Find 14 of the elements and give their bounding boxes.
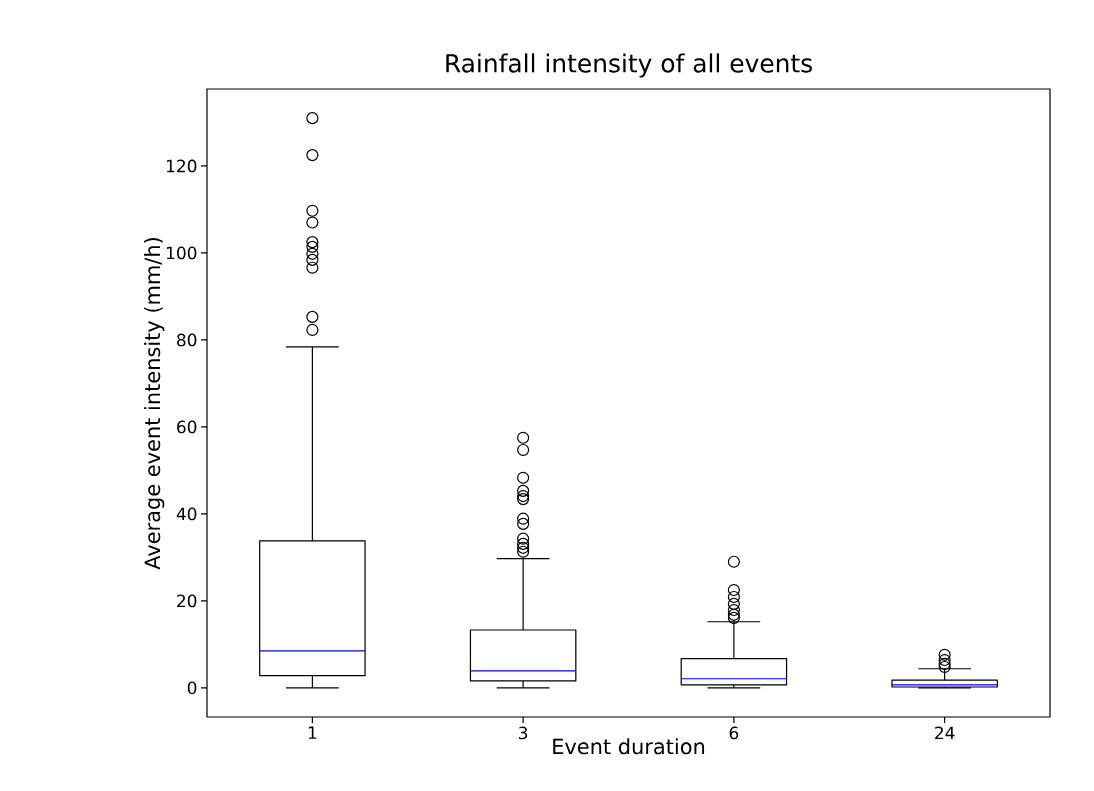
x-tick-label: 1 <box>308 726 317 739</box>
x-tick-label: 24 <box>935 726 955 740</box>
y-tick-label: 100 <box>167 246 197 260</box>
y-tick-label: 60 <box>177 420 197 434</box>
y-tick-label: 40 <box>176 507 197 521</box>
y-tick-label: 80 <box>177 333 197 347</box>
y-tick-label: 0 <box>187 681 197 695</box>
y-tick-label: 120 <box>167 159 197 173</box>
y-axis-title: Average event intensity (mm/h) <box>144 238 165 570</box>
x-axis-title: Event duration <box>553 738 705 755</box>
x-tick-label: 6 <box>729 726 739 740</box>
x-tick-label: 3 <box>519 726 528 740</box>
y-tick-label: 20 <box>177 594 197 608</box>
chart-title: Rainfall intensity of all events <box>446 53 812 78</box>
